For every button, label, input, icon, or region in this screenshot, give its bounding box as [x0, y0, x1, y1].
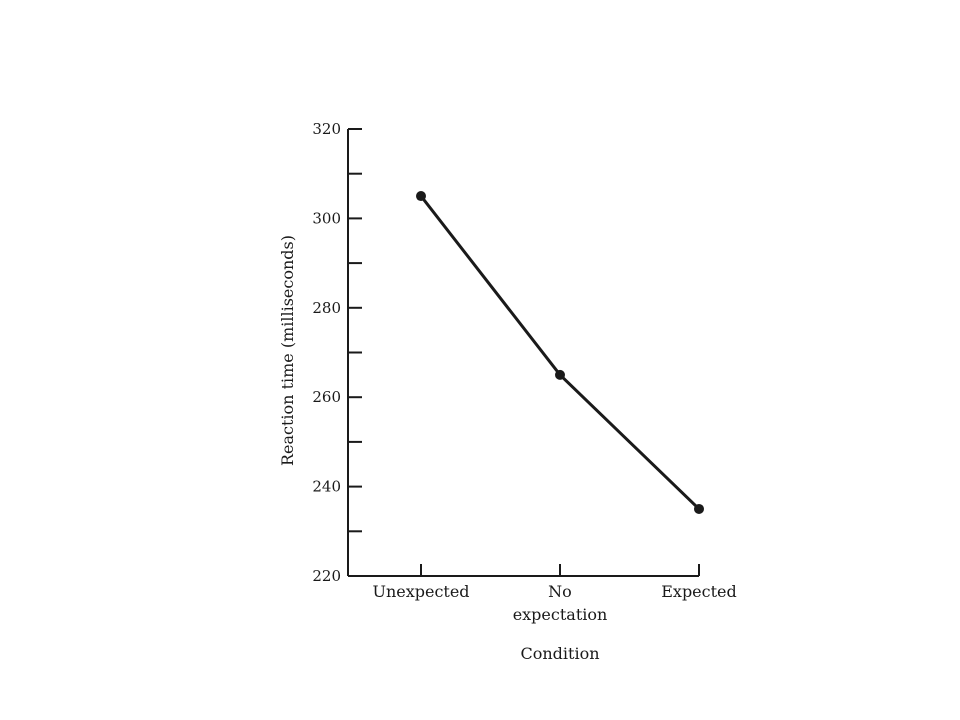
- axes: [347, 129, 699, 577]
- data-point-2: [694, 503, 704, 514]
- x-axis-label: Condition: [520, 644, 599, 663]
- series-line-0: [419, 195, 701, 511]
- data-point-1: [555, 369, 565, 380]
- x-tick-label-0: Unexpected: [372, 582, 469, 601]
- y-axis-label: Reaction time (milliseconds): [278, 235, 297, 466]
- y-ticks: 220 240 260 280 300 320: [312, 120, 362, 585]
- x-tick-label-2: Expected: [661, 582, 737, 601]
- x-tick-label-1: No expectation: [513, 582, 608, 624]
- series: [416, 191, 704, 514]
- x-ticks: Unexpected No expectation Expected: [372, 564, 737, 624]
- y-tick-label-240: 240: [312, 478, 341, 496]
- y-tick-label-280: 280: [312, 299, 341, 317]
- y-tick-label-300: 300: [312, 209, 341, 227]
- y-tick-label-220: 220: [312, 567, 341, 585]
- data-point-0: [416, 191, 426, 202]
- y-tick-label-320: 320: [312, 120, 341, 138]
- y-tick-label-260: 260: [312, 388, 341, 406]
